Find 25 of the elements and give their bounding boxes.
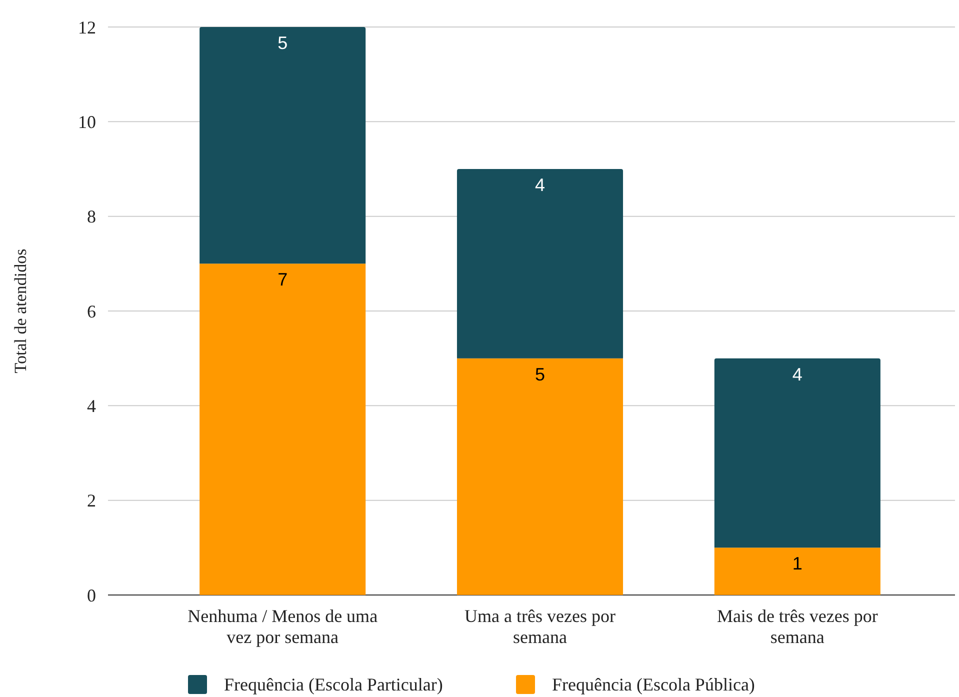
data-label: 4 — [792, 364, 802, 384]
y-tick-label: 2 — [87, 490, 96, 511]
data-label: 5 — [534, 364, 546, 384]
bar — [456, 358, 624, 595]
legend-label: Frequência (Escola Pública) — [552, 674, 755, 694]
y-tick-label: 8 — [87, 206, 96, 227]
y-tick-label: 4 — [87, 396, 96, 416]
legend-label: Frequência (Escola Particular) — [224, 674, 443, 694]
y-tick-label: 6 — [87, 301, 96, 322]
bar — [714, 358, 880, 548]
data-label: 1 — [792, 554, 802, 574]
x-tick-label: Nenhuma / Menos de uma vez por semana — [188, 606, 378, 647]
y-tick-label: 0 — [87, 585, 96, 606]
data-label: 7 — [278, 270, 288, 290]
y-tick-label: 12 — [78, 17, 96, 38]
y-tick-label: 10 — [78, 112, 96, 132]
y-axis-title: Total de atendidos — [11, 248, 30, 374]
x-tick-label: Uma a três vezes por semana — [464, 606, 616, 647]
data-label: 4 — [534, 175, 546, 195]
x-tick-label: Mais de três vezes por semana — [716, 606, 878, 647]
bar — [200, 264, 366, 595]
bar — [200, 27, 366, 264]
bar — [456, 169, 624, 358]
data-label: 5 — [278, 33, 288, 53]
bar — [714, 548, 880, 595]
